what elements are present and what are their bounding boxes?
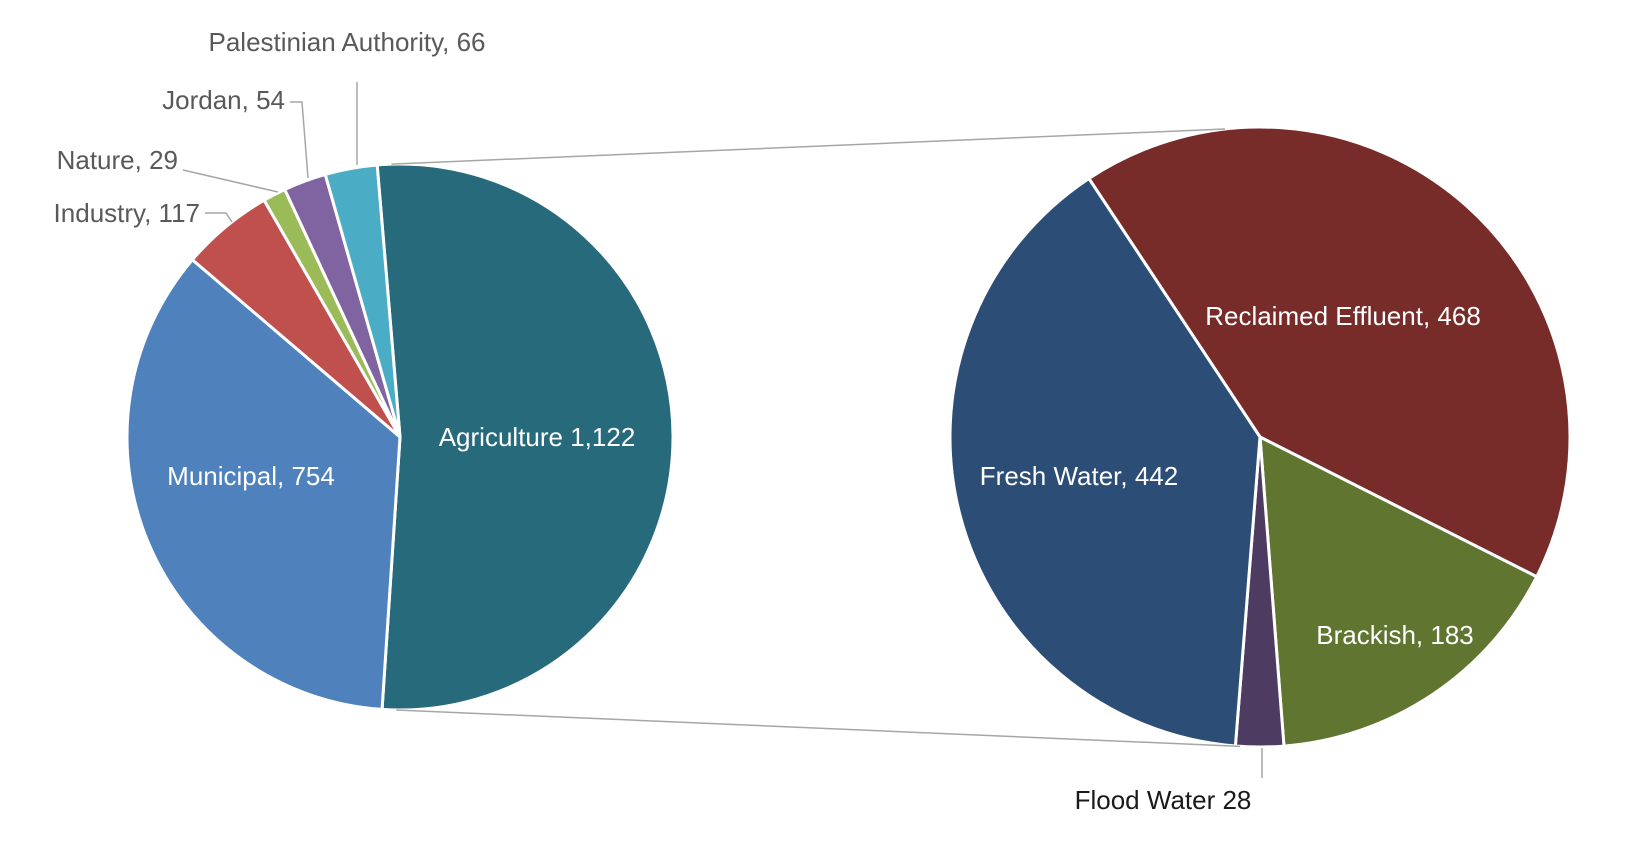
pie-slice xyxy=(1258,435,1539,748)
data-label: Nature, 29 xyxy=(56,145,178,175)
leader-line xyxy=(182,169,279,193)
data-label: Agriculture 1,122 xyxy=(438,422,636,452)
pie-slice xyxy=(375,162,675,712)
data-label: Brackish, 183 xyxy=(1316,620,1474,650)
pie-slice xyxy=(323,163,402,439)
pie-slice xyxy=(1087,125,1572,579)
data-label: Industry, 117 xyxy=(53,198,200,228)
leader-line xyxy=(290,101,309,179)
pie-slice xyxy=(125,258,402,711)
data-label: Jordan, 54 xyxy=(162,85,285,115)
connector-line xyxy=(391,128,1225,165)
data-label: Reclaimed Effluent, 468 xyxy=(1205,301,1481,331)
leader-line xyxy=(205,212,233,223)
data-label: Flood Water 28 xyxy=(1074,785,1252,815)
data-label: Fresh Water, 442 xyxy=(979,461,1179,491)
pie-slice xyxy=(948,176,1262,748)
data-label: Municipal, 754 xyxy=(167,461,335,491)
connector-line xyxy=(396,709,1241,748)
data-label: Palestinian Authority, 66 xyxy=(208,27,486,57)
